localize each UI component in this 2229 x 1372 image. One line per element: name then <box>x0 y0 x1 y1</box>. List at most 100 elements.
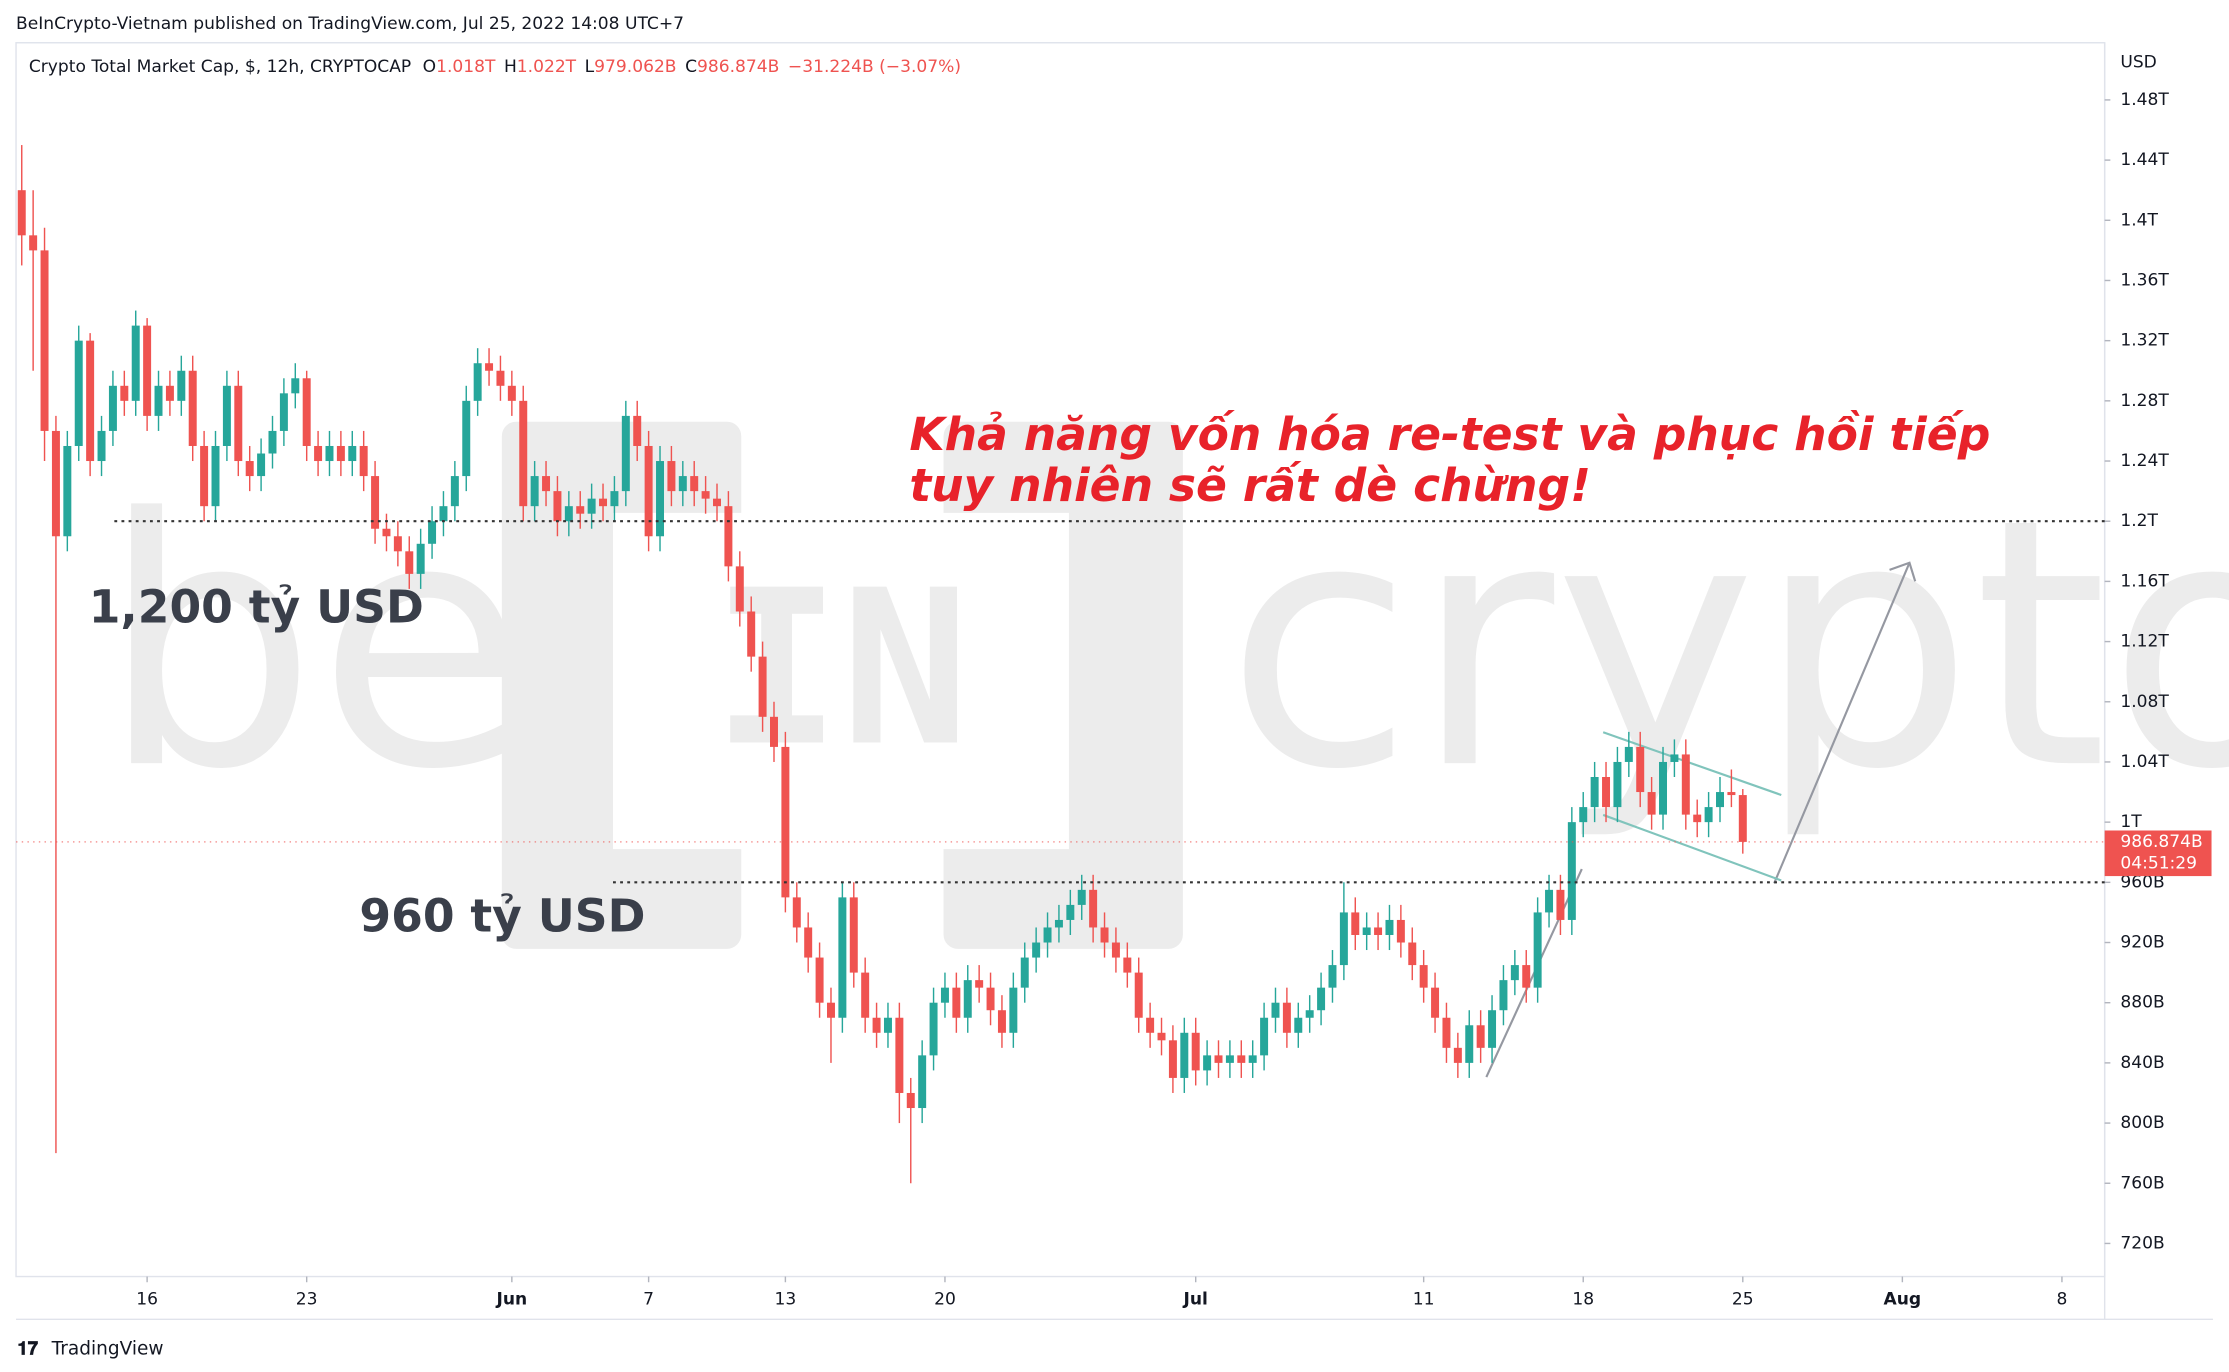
candle-body <box>1738 795 1747 842</box>
y-tick-label: 1.48T <box>2120 90 2169 110</box>
candle-body <box>1009 987 1018 1033</box>
candle-body <box>302 378 311 446</box>
x-tick-label: 23 <box>296 1289 318 1309</box>
candle-body <box>382 528 391 537</box>
x-tick-label: 25 <box>1732 1289 1754 1309</box>
candle-body <box>1419 965 1428 988</box>
countdown: 04:51:29 <box>2120 853 2197 873</box>
candle-body <box>667 461 676 492</box>
candle-body <box>279 393 288 431</box>
y-tick-label: 1.12T <box>2120 632 2169 652</box>
candle-body <box>51 430 60 537</box>
candle-body <box>1522 965 1531 988</box>
candle-body <box>781 746 790 898</box>
candle-body <box>1681 754 1690 815</box>
candle-body <box>997 1010 1006 1033</box>
candle-body <box>1237 1055 1246 1063</box>
y-tick-label: 920B <box>2120 933 2164 953</box>
candle-body <box>371 476 380 529</box>
x-tick-label: 8 <box>2056 1289 2067 1309</box>
trend-arrow <box>1773 562 1911 884</box>
candle-body <box>1362 927 1371 935</box>
candle-body <box>1453 1047 1462 1063</box>
ohlc: H <box>504 57 517 77</box>
y-tick-label: 1.44T <box>2120 150 2169 170</box>
candle-body <box>530 476 539 507</box>
candle-body <box>507 385 516 401</box>
candle-body <box>1089 889 1098 928</box>
candle-body <box>792 897 801 928</box>
candle-body <box>1043 927 1052 943</box>
candle-body <box>1465 1025 1474 1063</box>
candle-body <box>462 400 471 477</box>
candle-body <box>1533 912 1542 988</box>
candle-body <box>188 370 197 446</box>
candle-body <box>1214 1055 1223 1063</box>
candle-body <box>770 716 778 747</box>
candle-body <box>120 385 129 401</box>
candle-body <box>1294 1017 1303 1033</box>
candle-body <box>1123 957 1132 973</box>
candle-body <box>1716 792 1724 808</box>
watermark-box <box>613 512 1069 850</box>
channel-line <box>1602 731 1782 796</box>
candle-body <box>1317 987 1326 1011</box>
candle-body <box>1260 1017 1269 1056</box>
candle-body <box>1590 777 1599 808</box>
candle-body <box>74 340 83 446</box>
candle-body <box>1271 1002 1280 1018</box>
ohlc: 979.062B <box>594 57 676 77</box>
candle-body <box>1134 972 1143 1018</box>
candle-body <box>883 1017 892 1033</box>
candle-body <box>131 325 140 401</box>
y-tick-label: 960B <box>2120 872 2164 892</box>
candle-body <box>826 1002 835 1018</box>
candle-body <box>405 551 414 574</box>
candle-body <box>1180 1032 1189 1078</box>
candle-body <box>1510 965 1519 981</box>
x-tick-label: 16 <box>136 1289 158 1309</box>
candle-body <box>1100 927 1109 943</box>
level-label: 960 tỷ USD <box>359 889 645 942</box>
candle-body <box>599 498 608 507</box>
candle-body <box>690 476 699 492</box>
candle-body <box>872 1017 881 1033</box>
candle-body <box>1146 1017 1155 1033</box>
candle-body <box>86 340 95 462</box>
candle-body <box>644 445 653 537</box>
candle-body <box>1613 761 1622 808</box>
candle-body <box>200 445 209 507</box>
y-tick-label: 1.32T <box>2120 331 2169 351</box>
candle-body <box>222 385 231 446</box>
candle-body <box>154 385 163 416</box>
candle-body <box>633 415 642 446</box>
watermark-text: be <box>100 446 527 844</box>
candle-body <box>906 1092 915 1109</box>
candle-body <box>496 370 505 386</box>
candle-body <box>849 897 858 973</box>
candle-body <box>1693 814 1702 823</box>
watermark-text: crypto <box>1226 446 2229 844</box>
candle-body <box>40 250 49 431</box>
candle-body <box>450 476 459 507</box>
candle-body <box>177 370 186 401</box>
x-tick-label: 13 <box>775 1289 797 1309</box>
x-tick-label: Jul <box>1183 1289 1208 1309</box>
candle-body <box>439 506 448 522</box>
candle-body <box>1066 904 1075 920</box>
candle-body <box>1157 1032 1166 1041</box>
y-tick-label: 760B <box>2120 1173 2164 1193</box>
candle-body <box>325 445 334 462</box>
x-tick-label: 18 <box>1572 1289 1594 1309</box>
candle-body <box>1374 927 1383 935</box>
candle-body <box>1727 792 1736 796</box>
ohlc: L <box>585 57 595 77</box>
ohlc: 1.018T <box>436 57 496 77</box>
candle-body <box>1442 1017 1451 1048</box>
candle-body <box>1670 754 1679 762</box>
candle-body <box>473 363 482 401</box>
candle-body <box>1602 777 1611 808</box>
candle-body <box>1545 889 1554 913</box>
candle-body <box>701 491 710 499</box>
ohlc: 1.022T <box>517 57 577 77</box>
